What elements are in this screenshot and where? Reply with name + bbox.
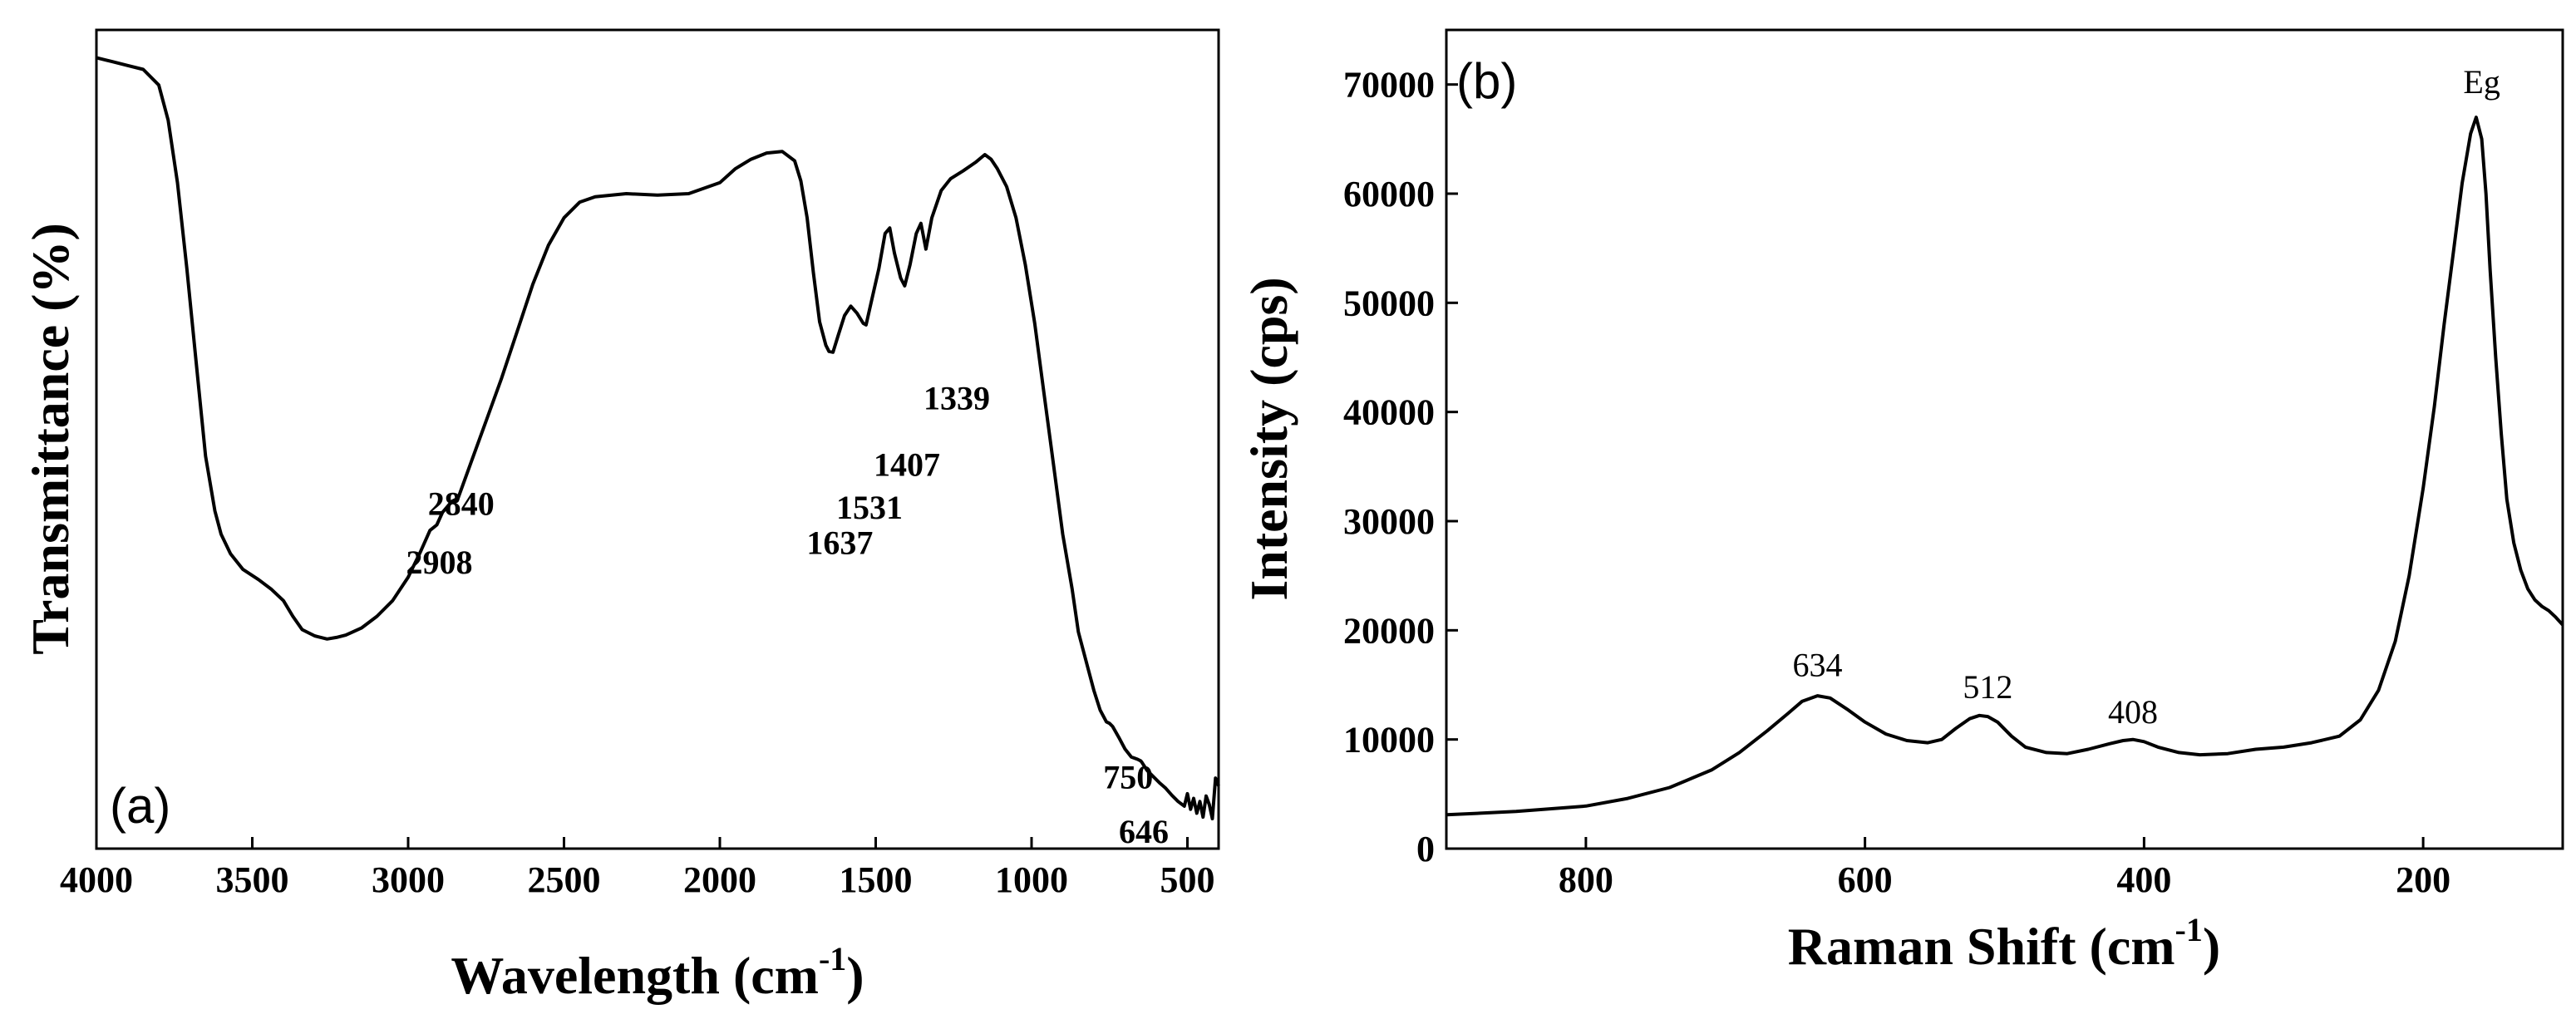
panel-a-peak-label: 1339	[924, 379, 990, 416]
panel-a-x-tick-label: 2000	[683, 859, 756, 900]
panel-a-x-tick-label: 500	[1160, 859, 1215, 900]
panel-a-x-tick-label: 3500	[216, 859, 289, 900]
panel-b-x-tick-label: 600	[1838, 859, 1893, 900]
panel-b-xlabel-sup: -1	[2175, 911, 2203, 948]
panel-b-xlabel-close: )	[2203, 917, 2220, 976]
panel-a-xlabel-sup: -1	[819, 940, 846, 977]
panel-b-raman-chart: 800 600 400 200 0 10000 20000 30000 40000 50000 60…	[1239, 28, 2564, 976]
panel-b-raman-series-line	[1446, 116, 2564, 817]
panel-b-label: (b)	[1456, 53, 1517, 109]
panel-a-y-axis-title: Transmittance (%)	[21, 223, 80, 655]
panel-b-y-tick-label: 60000	[1343, 174, 1435, 214]
panel-a-xlabel-main: Wavelength (cm	[451, 946, 819, 1005]
panel-a-x-axis-title: Wavelength (cm-1)	[451, 940, 864, 1005]
panel-b-peak-annotations: 634 512 408 Eg	[1793, 63, 2500, 731]
panel-a-ftir-chart: 4000 3500 3000 2500 2000 1500 1000 500 2840 2908…	[21, 28, 1220, 1005]
panel-a-xlabel-close: )	[846, 946, 864, 1005]
panel-a-peak-label: 646	[1119, 813, 1169, 850]
panel-b-y-tick-label: 30000	[1343, 501, 1435, 542]
panel-b-y-axis-title: Intensity (cps)	[1239, 277, 1298, 600]
panel-b-y-tick-label: 10000	[1343, 720, 1435, 761]
panel-a-x-tick-label: 2500	[528, 859, 601, 900]
panel-b-peak-label: 512	[1963, 668, 2012, 706]
panel-a-peak-label: 750	[1103, 758, 1153, 795]
panel-a-peak-label: 2908	[406, 544, 473, 581]
panel-a-plot-frame	[95, 28, 1220, 850]
panel-a-x-tick-labels: 4000 3500 3000 2500 2000 1500 1000 500	[60, 859, 1215, 900]
panel-a-x-ticks	[95, 837, 1189, 849]
panel-a-label: (a)	[110, 778, 170, 834]
panel-b-y-tick-label: 50000	[1343, 283, 1435, 323]
panel-a-peak-label: 1531	[836, 489, 903, 526]
panel-b-xlabel-main: Raman Shift (cm	[1788, 917, 2175, 976]
panel-a-peak-label: 2840	[428, 485, 495, 522]
panel-b-peak-label: Eg	[2463, 63, 2500, 101]
panel-b-x-tick-label: 800	[1559, 859, 1613, 900]
panel-b-y-tick-label: 40000	[1343, 392, 1435, 433]
panel-a-ftir-series-line	[96, 56, 1220, 820]
panel-b-y-tick-label: 70000	[1343, 65, 1435, 106]
panel-b-y-tick-label: 0	[1416, 829, 1435, 869]
panel-a-x-tick-label: 4000	[60, 859, 133, 900]
panel-a-x-tick-label: 3000	[372, 859, 445, 900]
panel-a-peak-label: 1407	[874, 446, 940, 483]
panel-b-plot-frame	[1445, 28, 2564, 850]
panel-b-ticks	[1446, 83, 2425, 850]
panel-a-x-tick-label: 1500	[840, 859, 913, 900]
panel-b-x-tick-label: 200	[2396, 859, 2450, 900]
panel-b-x-axis-title: Raman Shift (cm-1)	[1788, 911, 2220, 976]
panel-b-x-tick-label: 400	[2116, 859, 2171, 900]
panel-b-peak-label: 634	[1793, 646, 1843, 683]
panel-b-tick-labels: 800 600 400 200 0 10000 20000 30000 40000 50000 60…	[1343, 65, 2450, 900]
panel-a-peak-label: 1637	[806, 524, 873, 561]
panel-a-x-tick-label: 1000	[995, 859, 1068, 900]
panel-b-peak-label: 408	[2108, 693, 2158, 731]
panel-b-y-tick-label: 20000	[1343, 610, 1435, 651]
